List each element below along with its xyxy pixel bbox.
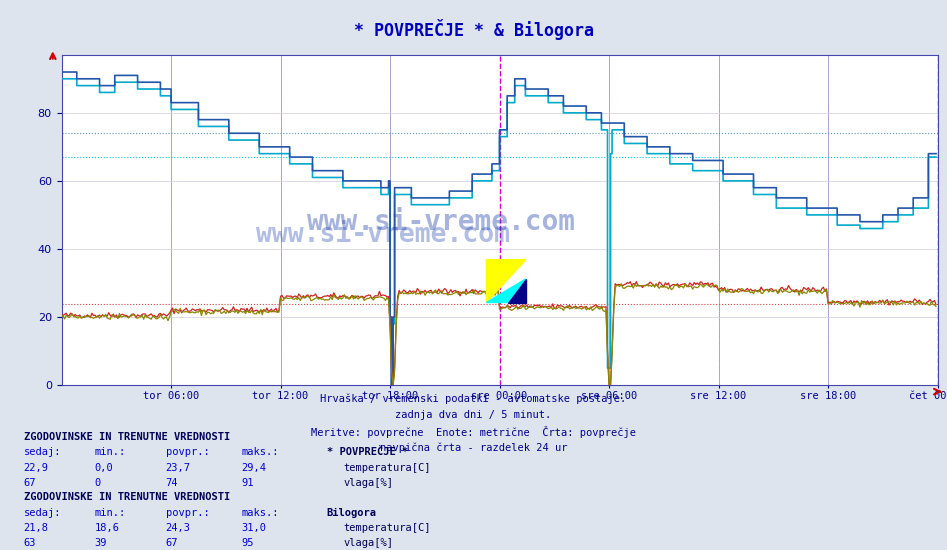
Text: sedaj:: sedaj: bbox=[24, 447, 62, 457]
Text: 21,8: 21,8 bbox=[24, 523, 48, 533]
Text: Bilogora: Bilogora bbox=[327, 508, 377, 518]
Text: 67: 67 bbox=[24, 478, 36, 488]
Text: Meritve: povprečne  Enote: metrične  Črta: povprečje: Meritve: povprečne Enote: metrične Črta:… bbox=[311, 426, 636, 438]
Text: www.si-vreme.com: www.si-vreme.com bbox=[307, 208, 575, 236]
Text: ZGODOVINSKE IN TRENUTNE VREDNOSTI: ZGODOVINSKE IN TRENUTNE VREDNOSTI bbox=[24, 432, 230, 442]
Text: temperatura[C]: temperatura[C] bbox=[344, 463, 431, 472]
Text: temperatura[C]: temperatura[C] bbox=[344, 523, 431, 533]
Polygon shape bbox=[487, 279, 526, 303]
Text: 31,0: 31,0 bbox=[241, 523, 266, 533]
Text: 29,4: 29,4 bbox=[241, 463, 266, 472]
Text: Hrvaška / vremenski podatki - avtomatske postaje.: Hrvaška / vremenski podatki - avtomatske… bbox=[320, 393, 627, 404]
Text: www.si-vreme.com: www.si-vreme.com bbox=[256, 222, 509, 248]
Text: 0: 0 bbox=[95, 478, 101, 488]
Text: 91: 91 bbox=[241, 478, 254, 488]
Text: 24,3: 24,3 bbox=[166, 523, 190, 533]
Polygon shape bbox=[487, 260, 526, 302]
Text: 67: 67 bbox=[166, 538, 178, 548]
Text: 0,0: 0,0 bbox=[95, 463, 114, 472]
Text: maks.:: maks.: bbox=[241, 508, 279, 518]
Text: 22,9: 22,9 bbox=[24, 463, 48, 472]
Text: vlaga[%]: vlaga[%] bbox=[344, 538, 394, 548]
Text: povpr.:: povpr.: bbox=[166, 447, 209, 457]
Text: navpična črta - razdelek 24 ur: navpična črta - razdelek 24 ur bbox=[380, 443, 567, 453]
Text: sedaj:: sedaj: bbox=[24, 508, 62, 518]
Text: 74: 74 bbox=[166, 478, 178, 488]
Text: 63: 63 bbox=[24, 538, 36, 548]
Text: 23,7: 23,7 bbox=[166, 463, 190, 472]
Text: 18,6: 18,6 bbox=[95, 523, 119, 533]
Polygon shape bbox=[509, 279, 526, 303]
Text: vlaga[%]: vlaga[%] bbox=[344, 478, 394, 488]
Text: ZGODOVINSKE IN TRENUTNE VREDNOSTI: ZGODOVINSKE IN TRENUTNE VREDNOSTI bbox=[24, 492, 230, 502]
Text: * POVPREČJE *: * POVPREČJE * bbox=[327, 447, 408, 457]
Text: min.:: min.: bbox=[95, 508, 126, 518]
Text: 95: 95 bbox=[241, 538, 254, 548]
Text: zadnja dva dni / 5 minut.: zadnja dva dni / 5 minut. bbox=[396, 410, 551, 420]
Text: 39: 39 bbox=[95, 538, 107, 548]
Text: maks.:: maks.: bbox=[241, 447, 279, 457]
Text: * POVPREČJE * & Bilogora: * POVPREČJE * & Bilogora bbox=[353, 19, 594, 40]
Text: min.:: min.: bbox=[95, 447, 126, 457]
Text: povpr.:: povpr.: bbox=[166, 508, 209, 518]
